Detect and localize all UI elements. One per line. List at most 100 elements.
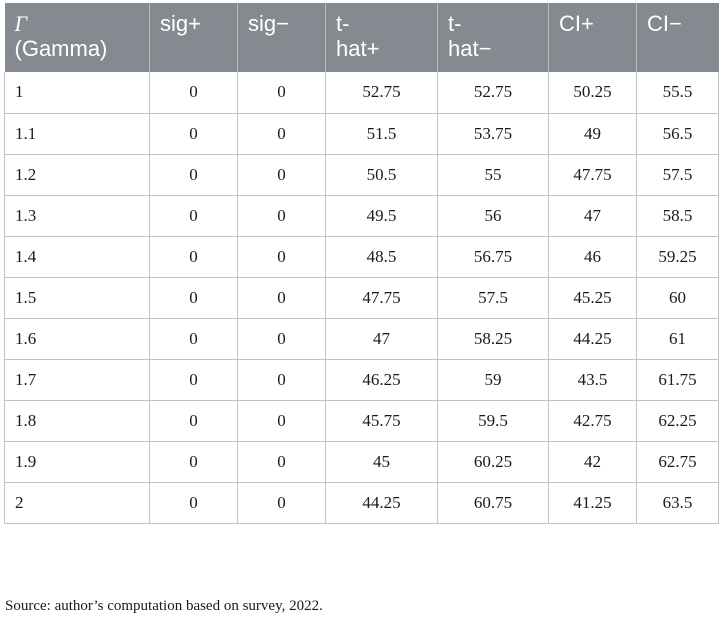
cell-ci-plus: 45.25 <box>548 276 637 319</box>
cell-gamma: 1.3 <box>4 194 150 237</box>
cell-that-minus: 56 <box>437 194 549 237</box>
cell-that-minus: 58.25 <box>437 317 549 360</box>
cell-sig-minus: 0 <box>237 153 326 196</box>
source-note: Source: author’s computation based on su… <box>5 598 323 614</box>
cell-that-plus: 47 <box>325 317 438 360</box>
header-gamma: Γ (Gamma) <box>4 3 150 72</box>
table-row: 1.9 0 0 45 60.25 42 62.75 <box>4 440 719 483</box>
cell-gamma: 1.1 <box>4 112 150 155</box>
cell-that-plus: 49.5 <box>325 194 438 237</box>
cell-sig-minus: 0 <box>237 358 326 401</box>
cell-sig-plus: 0 <box>149 235 238 278</box>
cell-sig-plus: 0 <box>149 440 238 483</box>
cell-that-minus: 52.75 <box>437 72 549 114</box>
cell-gamma: 1.4 <box>4 235 150 278</box>
cell-sig-plus: 0 <box>149 72 238 114</box>
cell-ci-minus: 61.75 <box>636 358 719 401</box>
cell-sig-minus: 0 <box>237 112 326 155</box>
cell-that-minus: 55 <box>437 153 549 196</box>
cell-sig-minus: 0 <box>237 399 326 442</box>
cell-ci-minus: 56.5 <box>636 112 719 155</box>
table-row: 1.8 0 0 45.75 59.5 42.75 62.25 <box>4 399 719 442</box>
cell-gamma: 1.6 <box>4 317 150 360</box>
cell-ci-minus: 59.25 <box>636 235 719 278</box>
cell-sig-minus: 0 <box>237 481 326 524</box>
cell-sig-plus: 0 <box>149 358 238 401</box>
cell-ci-plus: 47.75 <box>548 153 637 196</box>
cell-ci-minus: 55.5 <box>636 72 719 114</box>
table-row: 1.4 0 0 48.5 56.75 46 59.25 <box>4 235 719 278</box>
header-ci-minus: CI− <box>636 3 719 72</box>
table-row: 1.5 0 0 47.75 57.5 45.25 60 <box>4 276 719 319</box>
table-row: 1.7 0 0 46.25 59 43.5 61.75 <box>4 358 719 401</box>
cell-gamma: 1.2 <box>4 153 150 196</box>
cell-that-plus: 44.25 <box>325 481 438 524</box>
header-sig-plus: sig+ <box>149 3 238 72</box>
cell-that-plus: 50.5 <box>325 153 438 196</box>
table-row: 1.6 0 0 47 58.25 44.25 61 <box>4 317 719 360</box>
cell-ci-plus: 42 <box>548 440 637 483</box>
header-row: Γ (Gamma) sig+ sig− t- hat+ t- hat− <box>4 3 719 72</box>
cell-that-minus: 59 <box>437 358 549 401</box>
cell-sig-minus: 0 <box>237 194 326 237</box>
cell-that-plus: 48.5 <box>325 235 438 278</box>
cell-ci-plus: 47 <box>548 194 637 237</box>
cell-gamma: 1.9 <box>4 440 150 483</box>
cell-ci-minus: 61 <box>636 317 719 360</box>
cell-sig-plus: 0 <box>149 194 238 237</box>
cell-ci-plus: 42.75 <box>548 399 637 442</box>
cell-sig-plus: 0 <box>149 399 238 442</box>
cell-that-minus: 56.75 <box>437 235 549 278</box>
cell-ci-plus: 50.25 <box>548 72 637 114</box>
cell-ci-plus: 41.25 <box>548 481 637 524</box>
header-that-minus-line2: hat− <box>448 36 492 61</box>
sensitivity-analysis-table: Γ (Gamma) sig+ sig− t- hat+ t- hat− <box>4 3 719 524</box>
cell-sig-minus: 0 <box>237 276 326 319</box>
cell-gamma: 1.5 <box>4 276 150 319</box>
gamma-symbol: Γ <box>14 11 28 36</box>
cell-ci-minus: 63.5 <box>636 481 719 524</box>
cell-sig-plus: 0 <box>149 481 238 524</box>
sensitivity-table-container: Γ (Gamma) sig+ sig− t- hat+ t- hat− <box>4 3 719 524</box>
cell-sig-plus: 0 <box>149 112 238 155</box>
cell-ci-minus: 62.75 <box>636 440 719 483</box>
header-that-plus-line2: hat+ <box>336 36 380 61</box>
table-row: 1.1 0 0 51.5 53.75 49 56.5 <box>4 112 719 155</box>
cell-ci-minus: 58.5 <box>636 194 719 237</box>
cell-that-minus: 53.75 <box>437 112 549 155</box>
cell-ci-minus: 57.5 <box>636 153 719 196</box>
cell-gamma: 2 <box>4 481 150 524</box>
header-that-minus-line1: t- <box>448 11 462 36</box>
cell-gamma: 1.8 <box>4 399 150 442</box>
cell-ci-minus: 60 <box>636 276 719 319</box>
header-sig-minus-label: sig− <box>248 11 289 36</box>
header-ci-plus-label: CI+ <box>559 11 594 36</box>
header-that-plus-line1: t- <box>336 11 350 36</box>
cell-ci-plus: 43.5 <box>548 358 637 401</box>
table-body: 1 0 0 52.75 52.75 50.25 55.5 1.1 0 0 51.5 53.75 49 56… <box>4 72 719 524</box>
gamma-label: (Gamma) <box>14 36 108 61</box>
table-row: 1.2 0 0 50.5 55 47.75 57.5 <box>4 153 719 196</box>
cell-ci-plus: 46 <box>548 235 637 278</box>
table-row: 1.3 0 0 49.5 56 47 58.5 <box>4 194 719 237</box>
cell-that-minus: 57.5 <box>437 276 549 319</box>
cell-sig-plus: 0 <box>149 276 238 319</box>
cell-that-plus: 47.75 <box>325 276 438 319</box>
cell-gamma: 1 <box>4 72 150 114</box>
cell-sig-minus: 0 <box>237 235 326 278</box>
cell-that-minus: 59.5 <box>437 399 549 442</box>
table-row: 1 0 0 52.75 52.75 50.25 55.5 <box>4 72 719 114</box>
cell-that-plus: 45.75 <box>325 399 438 442</box>
header-that-plus: t- hat+ <box>325 3 438 72</box>
cell-ci-minus: 62.25 <box>636 399 719 442</box>
cell-that-minus: 60.75 <box>437 481 549 524</box>
cell-sig-minus: 0 <box>237 440 326 483</box>
cell-sig-minus: 0 <box>237 72 326 114</box>
header-sig-plus-label: sig+ <box>160 11 201 36</box>
cell-that-minus: 60.25 <box>437 440 549 483</box>
header-sig-minus: sig− <box>237 3 326 72</box>
header-ci-minus-label: CI− <box>647 11 682 36</box>
cell-that-plus: 52.75 <box>325 72 438 114</box>
cell-that-plus: 45 <box>325 440 438 483</box>
cell-ci-plus: 49 <box>548 112 637 155</box>
